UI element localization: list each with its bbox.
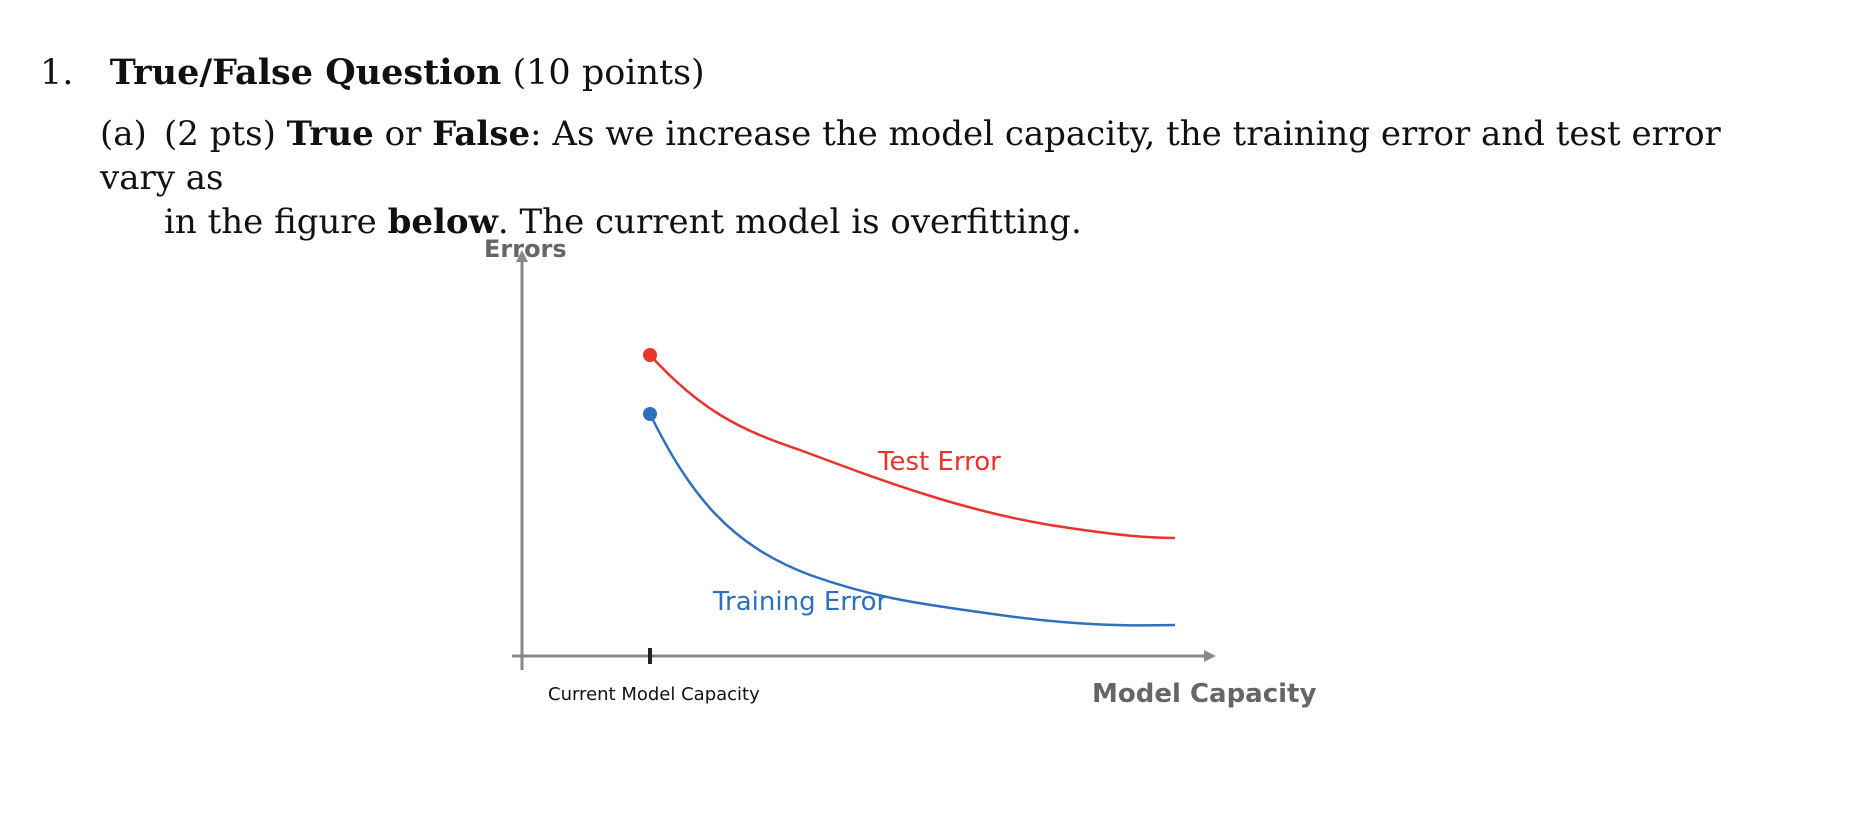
part-a-label: (a) xyxy=(100,114,147,154)
test-error-start-point xyxy=(643,348,657,362)
training-error-start-point xyxy=(643,407,657,421)
true-word: True xyxy=(286,114,374,154)
part-a-pts: (2 pts) xyxy=(164,114,276,154)
question-number: 1. xyxy=(40,53,74,93)
false-word: False xyxy=(432,114,531,154)
current-capacity-label: Current Model Capacity xyxy=(548,684,760,705)
part-a-text-2: in the figure xyxy=(164,202,377,242)
x-axis-label: Model Capacity xyxy=(1092,679,1316,709)
part-a-text-3: . The current model is overfitting. xyxy=(497,202,1082,242)
y-axis-arrow xyxy=(516,250,528,262)
or-word: or xyxy=(384,114,422,154)
below-word: below xyxy=(387,202,498,242)
question-header: 1. True/False Question (10 points) xyxy=(40,52,705,93)
x-axis-arrow xyxy=(1204,650,1216,662)
part-a-continuation: in the figure below. The current model i… xyxy=(100,200,1800,244)
part-a-text-1: : As we increase the model capacity, the… xyxy=(100,114,1721,198)
question-title: True/False Question xyxy=(109,52,502,93)
training-error-label: Training Error xyxy=(712,587,888,617)
test-error-label: Test Error xyxy=(877,447,1001,477)
test-error-curve xyxy=(649,354,1176,540)
part-a-text: (a) (2 pts) True or False: As we increase… xyxy=(100,112,1800,244)
question-points: (10 points) xyxy=(512,53,705,93)
training-error-curve xyxy=(648,413,1176,627)
